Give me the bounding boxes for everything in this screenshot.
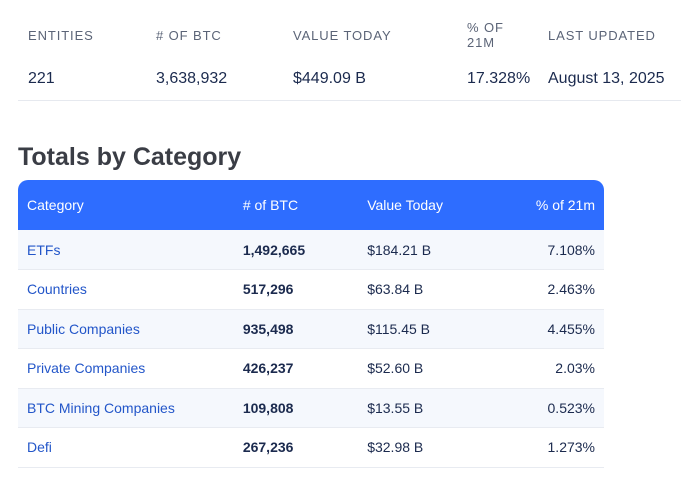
summary-updated-header: LAST UPDATED (548, 28, 656, 43)
category-link-defi[interactable]: Defi (27, 439, 52, 456)
value-cell: $52.60 B (367, 360, 424, 377)
table-row: Countries 517,296 $63.84 B 2.463% (18, 269, 604, 309)
pct-cell: 2.03% (555, 360, 595, 377)
btc-cell: 109,808 (242, 399, 294, 416)
value-cell: $13.55 B (367, 399, 424, 416)
summary-entities-header: ENTITIES (28, 28, 94, 43)
category-link-public-companies[interactable]: Public Companies (27, 320, 140, 337)
table-row: ETFs 1,492,665 $184.21 B 7.108% (18, 230, 604, 270)
btc-cell: 267,236 (242, 439, 294, 456)
table-row: Private Companies 426,237 $52.60 B 2.03% (18, 348, 604, 388)
summary-btc-header: # OF BTC (156, 28, 222, 43)
category-link-countries[interactable]: Countries (27, 281, 87, 298)
summary-value-header: VALUE TODAY (293, 28, 392, 43)
pct-cell: 4.455% (547, 320, 595, 337)
summary-updated-value: August 13, 2025 (548, 70, 665, 87)
summary-btc-value: 3,638,932 (156, 70, 228, 87)
btc-cell: 935,498 (242, 320, 294, 337)
pct-cell: 1.273% (547, 439, 595, 456)
category-link-btc-mining-companies[interactable]: BTC Mining Companies (27, 399, 175, 416)
table-row: Defi 267,236 $32.98 B 1.273% (18, 427, 604, 467)
table-header-row: Category # of BTC Value Today % of 21m (18, 180, 604, 230)
summary-value-value: $449.09 B (293, 70, 366, 87)
value-cell: $115.45 B (367, 320, 430, 337)
btc-cell: 426,237 (242, 360, 294, 377)
btc-cell: 517,296 (242, 281, 294, 298)
section-title: Totals by Category (18, 143, 242, 171)
table-row: Public Companies 935,498 $115.45 B 4.455… (18, 309, 604, 349)
table-row: BTC Mining Companies 109,808 $13.55 B 0.… (18, 388, 604, 428)
value-cell: $63.84 B (367, 281, 424, 298)
column-header-btc[interactable]: # of BTC (242, 197, 299, 213)
pct-cell: 0.523% (547, 399, 595, 416)
summary-pct-value: 17.328% (467, 70, 531, 87)
category-link-private-companies[interactable]: Private Companies (27, 360, 146, 377)
summary-strip: ENTITIES 221 # OF BTC 3,638,932 VALUE TO… (18, 0, 681, 101)
value-cell: $184.21 B (367, 241, 432, 258)
value-cell: $32.98 B (367, 439, 424, 456)
column-header-category[interactable]: Category (27, 197, 84, 213)
summary-entities-value: 221 (28, 70, 55, 87)
btc-cell: 1,492,665 (242, 241, 306, 258)
column-header-value[interactable]: Value Today (367, 197, 443, 213)
pct-cell: 2.463% (547, 281, 595, 298)
category-link-etfs[interactable]: ETFs (27, 241, 61, 258)
column-header-pct[interactable]: % of 21m (535, 197, 595, 213)
pct-cell: 7.108% (547, 241, 595, 258)
summary-pct-header: % OF 21M (467, 20, 504, 50)
category-table: Category # of BTC Value Today % of 21m E… (18, 180, 604, 468)
